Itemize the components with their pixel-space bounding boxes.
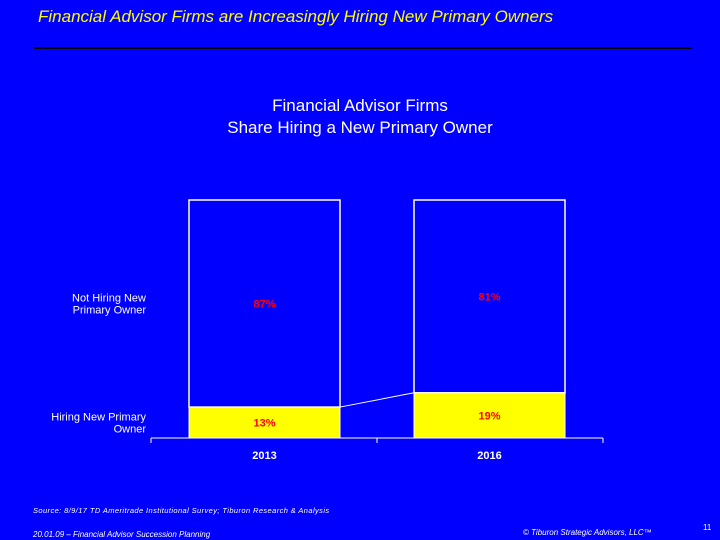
footer-copyright: © Tiburon Strategic Advisors, LLC™ [523, 528, 652, 537]
legend-not-hiring: Not Hiring New Primary Owner [72, 293, 146, 317]
x-tick-label-2016: 2016 [477, 450, 501, 462]
legend-hiring: Hiring New Primary Owner [51, 412, 146, 436]
source-note: Source: 8/9/17 TD Ameritrade Institution… [33, 506, 330, 515]
data-label-hiring-2016: 19% [478, 410, 500, 422]
series-connector-line [339, 392, 415, 408]
data-label-not-hiring-2016: 81% [478, 291, 500, 303]
page-number: 11 [703, 523, 712, 532]
bar-not-hiring-2013 [188, 199, 341, 408]
bar-not-hiring-2016 [413, 199, 566, 394]
chart-title: Financial Advisor Firms [272, 96, 448, 115]
footer-presentation: 20.01.09 – Financial Advisor Succession … [33, 530, 211, 539]
slide-title: Financial Advisor Firms are Increasingly… [38, 7, 554, 26]
bar-hiring-2016 [413, 392, 566, 439]
x-tick-label-2013: 2013 [252, 450, 276, 462]
chart-title-block: Financial Advisor Firms Share Hiring a N… [0, 95, 720, 139]
chart-subtitle: Share Hiring a New Primary Owner [227, 118, 493, 137]
title-rule [34, 47, 692, 49]
data-label-hiring-2013: 13% [253, 418, 275, 430]
data-label-not-hiring-2013: 87% [253, 299, 275, 311]
